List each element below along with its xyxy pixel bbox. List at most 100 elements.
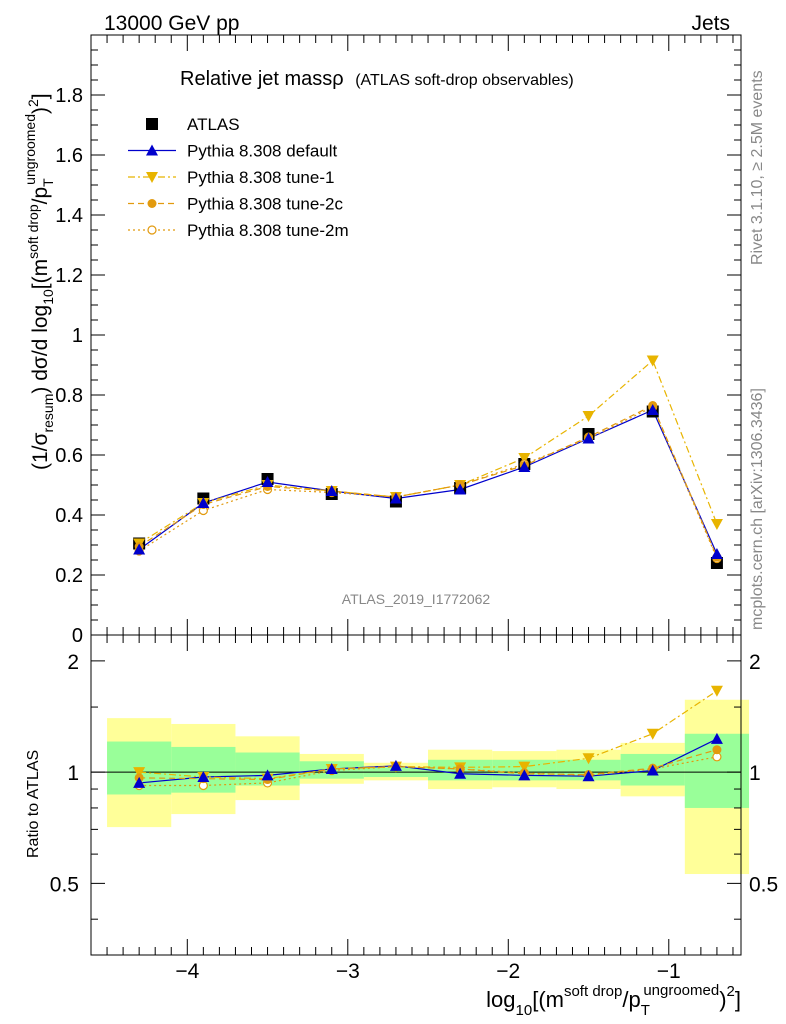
ratio-band-inner xyxy=(684,733,750,808)
legend-label-tune2m: Pythia 8.308 tune-2m xyxy=(187,221,349,240)
xtick-label: −1 xyxy=(657,960,681,983)
ylabel-sub-d: T xyxy=(40,178,56,187)
ratio-line-tune1 xyxy=(139,690,718,780)
ratio-ytick-label-right: 0.5 xyxy=(749,873,778,896)
ratio-plot-frame xyxy=(90,634,742,956)
main-ytick-label: 1.6 xyxy=(55,145,83,167)
ratio-ytick-label-right: 2 xyxy=(749,651,761,674)
data-point-default xyxy=(197,497,210,508)
ratio-point-tune1 xyxy=(582,753,595,765)
ratio-ytick-label-left: 2 xyxy=(67,651,79,674)
ratio-point-tune2c xyxy=(712,745,722,755)
ratio-point-default xyxy=(261,769,274,781)
legend-marker-tune1 xyxy=(146,172,158,183)
xlabel-part-d: ) xyxy=(719,987,726,1012)
ratio-ytick-label-left: 1 xyxy=(67,762,79,785)
legend-label-tune1: Pythia 8.308 tune-1 xyxy=(187,168,334,187)
watermark-label: ATLAS_2019_I1772062 xyxy=(342,591,491,607)
xlabel-sup-c: ungroomed xyxy=(643,982,719,999)
ratio-ytick-label-right: 1 xyxy=(749,762,761,785)
xlabel-sub-a: 10 xyxy=(516,1002,533,1019)
xlabel-part-c: /p xyxy=(622,987,640,1012)
xlabel-part-a: log xyxy=(486,987,515,1012)
data-point-tune1 xyxy=(518,453,531,464)
series-line-tune2m xyxy=(138,406,718,559)
data-point-default xyxy=(133,543,146,555)
series-line-tune1 xyxy=(138,359,718,545)
data-point-default xyxy=(518,461,531,472)
legend-marker-default xyxy=(146,144,158,156)
ratio-point-tune1 xyxy=(133,767,146,779)
main-ytick-label: 0 xyxy=(72,625,83,647)
data-point-tune1 xyxy=(582,411,595,422)
xlabel: log10[(msoft drop/pTungroomed)2] xyxy=(486,982,741,1019)
ylabel-part-f: ] xyxy=(29,93,52,99)
series-line-default xyxy=(138,409,718,555)
ylabel-sub-b: 10 xyxy=(40,289,56,305)
xtick-labels: −4 −3 −2 −1 xyxy=(175,960,680,983)
main-series-lines xyxy=(138,359,718,559)
chart-title: Relative jet massρ (ATLAS soft-drop obse… xyxy=(180,68,574,90)
main-ytick-labels: 0 0.2 0.4 0.6 0.8 1 1.2 1.4 1.6 1.8 xyxy=(55,85,83,647)
data-point-default xyxy=(454,483,467,495)
ylabel-part-b: ) dσ/d log xyxy=(29,305,52,394)
ratio-point-default xyxy=(325,762,338,774)
ratio-line-tune2m xyxy=(139,756,718,787)
ratio-point-tune1 xyxy=(646,728,659,740)
main-ytick-label: 0.4 xyxy=(55,505,83,527)
rivet-label: Rivet 3.1.10, ≥ 2.5M events xyxy=(749,70,766,265)
legend-label-tune2c: Pythia 8.308 tune-2c xyxy=(187,195,343,214)
ylabel-sup-d: ungroomed xyxy=(22,114,38,185)
main-ylabel: (1/σresum) dσ/d log10[(msoft drop/pTungr… xyxy=(22,93,56,470)
ratio-series-markers xyxy=(133,685,723,791)
data-point-default xyxy=(710,548,723,559)
data-point-tune1 xyxy=(710,519,723,530)
chart-title-text: Relative jet massρ xyxy=(180,68,344,90)
ratio-line-tune2c xyxy=(139,749,718,781)
series-line-tune2c xyxy=(138,404,718,558)
ratio-line-default xyxy=(139,738,718,784)
ylabel-sup-c: soft drop xyxy=(25,204,41,259)
data-point-default xyxy=(582,432,595,444)
legend-marker-tune2m xyxy=(147,225,157,235)
ratio-point-tune1 xyxy=(518,761,531,773)
ratio-point-tune1 xyxy=(710,685,723,697)
ratio-point-default xyxy=(710,732,723,744)
xlabel-sup-b: soft drop xyxy=(564,983,622,1000)
xtick-label: −2 xyxy=(496,960,520,983)
ylabel-part-d: /p xyxy=(29,187,52,205)
ratio-point-default xyxy=(646,764,659,776)
ratio-point-default xyxy=(197,771,210,783)
header-right-label: Jets xyxy=(691,12,730,35)
data-point-default xyxy=(646,404,659,415)
main-ytick-label: 1.2 xyxy=(55,265,83,287)
legend: ATLAS Pythia 8.308 default Pythia 8.308 tu… xyxy=(128,115,349,240)
ratio-point-default xyxy=(133,776,146,788)
main-ytick-label: 1.4 xyxy=(55,205,83,227)
data-point-default xyxy=(389,492,402,504)
ratio-point-default xyxy=(454,767,467,779)
legend-label-atlas: ATLAS xyxy=(187,115,240,134)
xtick-label: −3 xyxy=(336,960,360,983)
data-point-tune1 xyxy=(646,355,659,367)
ratio-series-lines xyxy=(139,690,718,787)
xlabel-part-e: ] xyxy=(735,987,741,1012)
legend-marker-tune2c xyxy=(147,199,157,208)
main-ytick-label: 1.8 xyxy=(55,85,83,107)
legend-label-default: Pythia 8.308 default xyxy=(187,142,338,161)
xtick-label: −4 xyxy=(175,960,199,983)
xlabel-sub-c: T xyxy=(641,1002,650,1019)
ratio-ylabel: Ratio to ATLAS xyxy=(25,750,42,858)
ylabel-part-c: [(m xyxy=(29,259,52,289)
ratio-ticks xyxy=(90,635,741,955)
ratio-ytick-labels: 0.5 0.5 1 1 2 2 xyxy=(50,651,778,896)
ylabel-sup-e: 2 xyxy=(25,99,41,107)
ratio-ytick-label-left: 0.5 xyxy=(50,873,79,896)
ratio-point-default xyxy=(582,770,595,782)
ratio-point-default xyxy=(518,769,531,781)
chart-title-sub: (ATLAS soft-drop observables) xyxy=(355,72,573,89)
ylabel-sub-a: resum xyxy=(40,394,56,433)
xlabel-sup-d: 2 xyxy=(727,983,735,1000)
mcplots-label: mcplots.cern.ch [arXiv:1306.3436] xyxy=(749,388,766,630)
